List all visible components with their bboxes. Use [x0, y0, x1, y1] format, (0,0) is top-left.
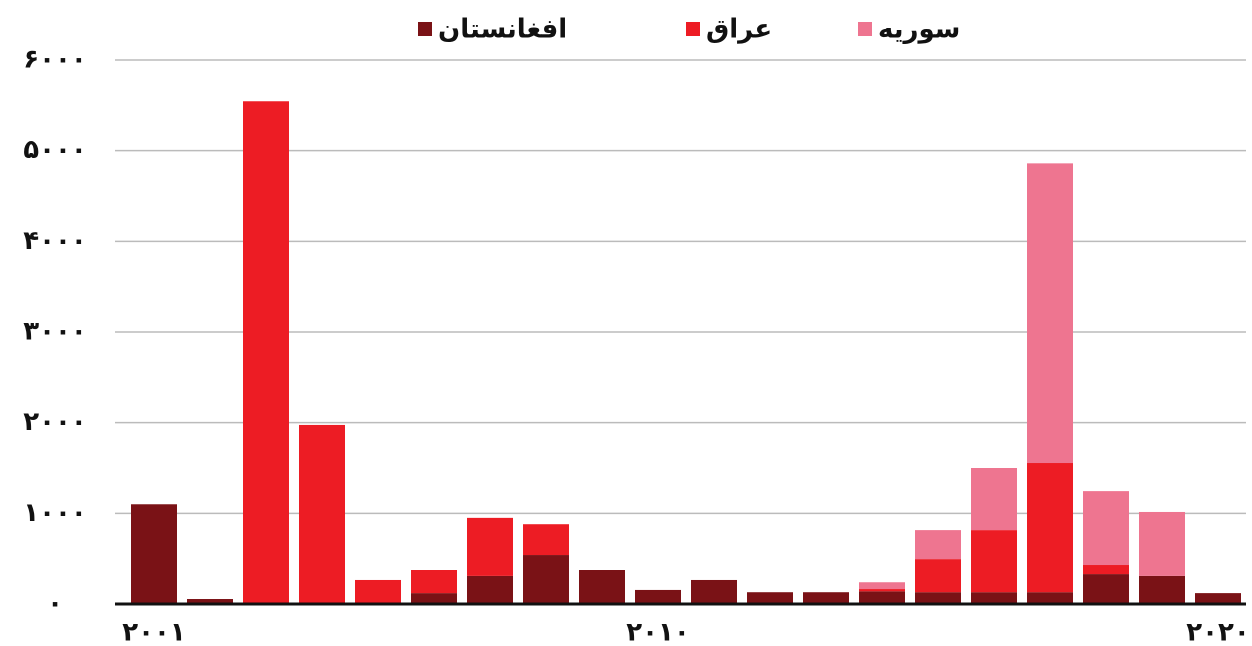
bar-segment [915, 559, 961, 593]
bar-segment [747, 592, 793, 604]
bar-segment [1083, 574, 1129, 604]
legend-label: سوریه [878, 15, 960, 45]
bar-segment [1027, 463, 1073, 593]
legend-swatch [858, 22, 872, 36]
bar-segment [971, 530, 1017, 593]
y-tick-label: ۴۰۰۰ [23, 226, 86, 256]
bar-segment [1139, 575, 1185, 604]
y-tick-label: ۳۰۰۰ [23, 317, 86, 347]
bar-segment [803, 592, 849, 604]
bar-segment [1027, 592, 1073, 604]
bar-segment [131, 504, 177, 604]
x-tick-label: ۲۰۱۰ [626, 618, 689, 646]
y-tick-label: ۱۰۰۰ [23, 498, 86, 528]
bar-segment [915, 592, 961, 604]
bar-segment [971, 468, 1017, 531]
bar-segment [467, 517, 513, 576]
bar-segment [971, 592, 1017, 604]
y-tick-label: ۶۰۰۰ [23, 45, 86, 75]
bar-segment [859, 582, 905, 590]
bar-segment [579, 570, 625, 604]
bar-segment [1083, 565, 1129, 575]
bar-segment [915, 530, 961, 560]
bar-segment [859, 591, 905, 604]
bar-segment [691, 579, 737, 604]
y-tick-label: ۲۰۰۰ [23, 407, 86, 437]
legend-swatch [418, 22, 432, 36]
legend-label: افغانستان [438, 15, 567, 45]
bar-segment [299, 424, 345, 604]
bar-segment [523, 555, 569, 604]
bar-segment [1139, 511, 1185, 576]
bar-segment [523, 524, 569, 556]
legend-swatch [686, 22, 700, 36]
bar-segment [411, 570, 457, 594]
bar-segment [467, 575, 513, 604]
bar-segment [355, 579, 401, 604]
bar-segment [187, 599, 233, 604]
bar-segment [1083, 491, 1129, 566]
y-tick-label: ۰ [47, 589, 63, 619]
bar-segment [243, 101, 289, 605]
y-tick-label: ۵۰۰۰ [23, 135, 86, 165]
x-tick-label: ۲۰۲۰ [1186, 618, 1249, 646]
x-tick-label: ۲۰۰۱ [122, 618, 185, 646]
bar-segment [411, 593, 457, 604]
legend-label: عراق [706, 15, 772, 45]
bar-segment [635, 589, 681, 604]
bar-segment [1027, 163, 1073, 464]
bar-segment [1195, 593, 1241, 604]
bar-segment [859, 589, 905, 592]
